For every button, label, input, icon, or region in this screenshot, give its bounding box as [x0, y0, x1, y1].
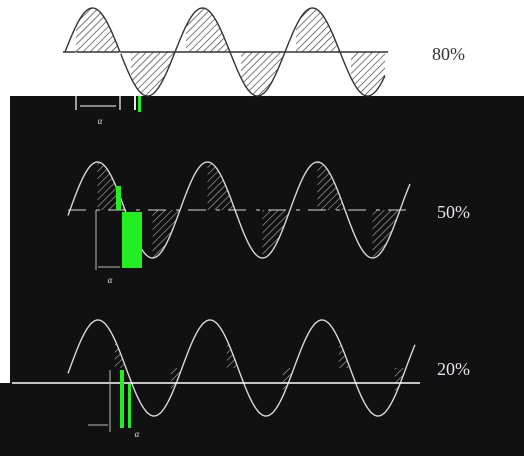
hatched-positive-lobes	[97, 162, 345, 210]
alpha-label: α	[135, 429, 140, 439]
green-pulse	[120, 370, 124, 428]
green-mark	[138, 96, 141, 112]
hatched-negative-lobes	[131, 52, 385, 96]
panel-50-percent: α 50%	[67, 161, 470, 285]
hatched-positive-lobes	[76, 8, 340, 52]
panel-80-percent: α 80%	[63, 7, 465, 126]
panel-20-percent: α 20%	[12, 319, 470, 439]
white-mark	[134, 96, 136, 110]
dark-overlay-strip	[0, 383, 524, 456]
duty-label-20: 20%	[437, 359, 470, 379]
duty-label-50: 50%	[437, 202, 470, 222]
duty-label-80: 80%	[432, 44, 465, 64]
alpha-label: α	[108, 275, 113, 285]
alpha-label: α	[98, 116, 103, 126]
green-pulse-2	[128, 384, 131, 428]
sine-wave	[64, 7, 386, 97]
green-pulse-block	[122, 212, 142, 268]
hatched-negative-lobes	[152, 210, 400, 258]
green-pulse-left	[116, 186, 121, 210]
sine-wave	[67, 319, 416, 417]
